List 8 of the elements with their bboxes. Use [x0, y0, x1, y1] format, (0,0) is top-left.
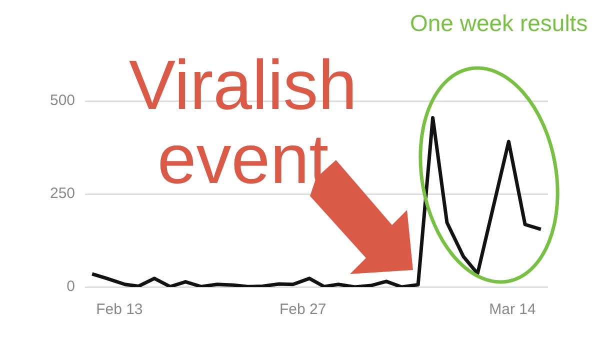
y-tick-label: 0	[66, 278, 76, 296]
x-tick-label: Mar 14	[489, 301, 536, 318]
text: One week results	[410, 10, 588, 37]
x-tick-label: Feb 27	[280, 301, 326, 318]
y-tick-label: 250	[50, 185, 76, 202]
y-tick-label: 500	[50, 92, 76, 110]
annotation: Viralish event	[128, 46, 358, 198]
x-tick-label: Feb 13	[96, 301, 143, 318]
